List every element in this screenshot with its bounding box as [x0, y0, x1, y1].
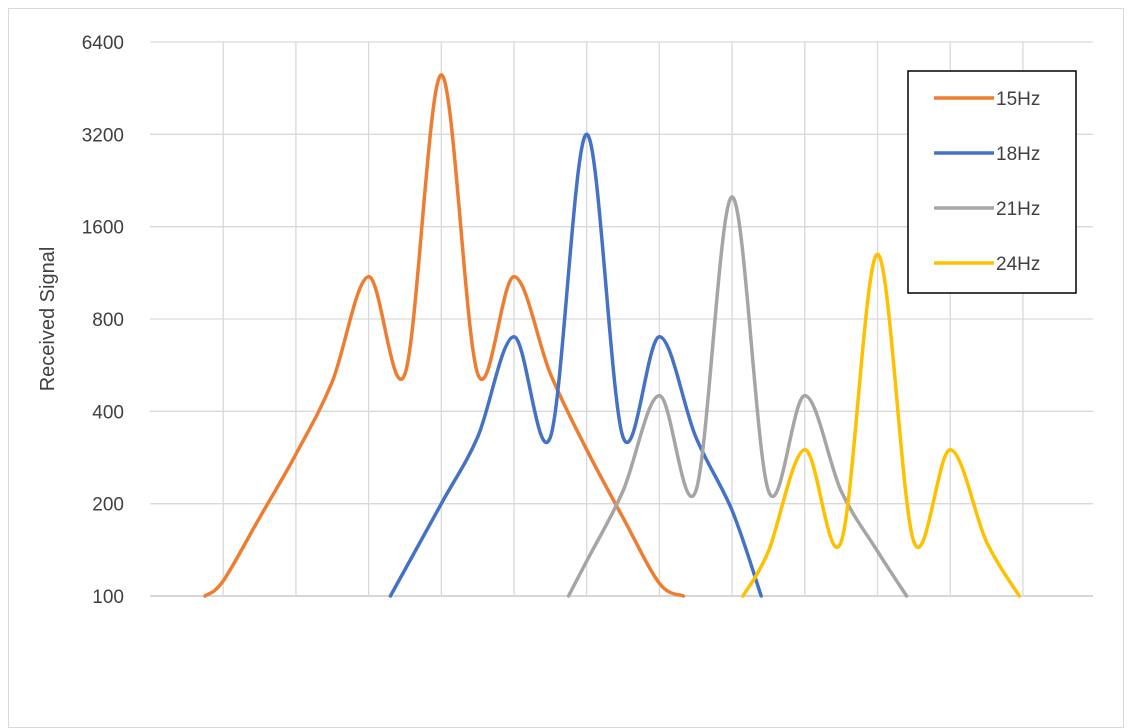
y-tick-label: 6400: [82, 33, 124, 54]
legend-box: [907, 70, 1077, 294]
series-line-24hz: [741, 252, 1022, 598]
y-axis-label: Received Signal: [37, 247, 59, 392]
legend-label: 15Hz: [996, 89, 1040, 110]
y-tick-label: 400: [92, 402, 124, 423]
legend-label: 21Hz: [996, 199, 1040, 220]
series-line-21hz: [566, 195, 909, 598]
legend-label: 24Hz: [996, 254, 1040, 275]
legend-label: 18Hz: [996, 144, 1040, 165]
line-chart: 100 200 400 800 1600 3200 6400 Received Signal…: [37, 33, 1093, 608]
y-axis-ticks: 100 200 400 800 1600 3200 6400: [82, 33, 124, 608]
series-line-18hz: [388, 132, 763, 598]
y-tick-label: 3200: [82, 125, 124, 146]
y-tick-label: 1600: [82, 218, 124, 239]
y-tick-label: 800: [92, 310, 124, 331]
series-lines: [203, 73, 1022, 598]
y-tick-label: 200: [92, 495, 124, 516]
series-line-15hz: [203, 73, 686, 598]
legend: 15Hz 18Hz 21Hz 24Hz: [907, 70, 1077, 294]
y-tick-label: 100: [92, 587, 124, 608]
